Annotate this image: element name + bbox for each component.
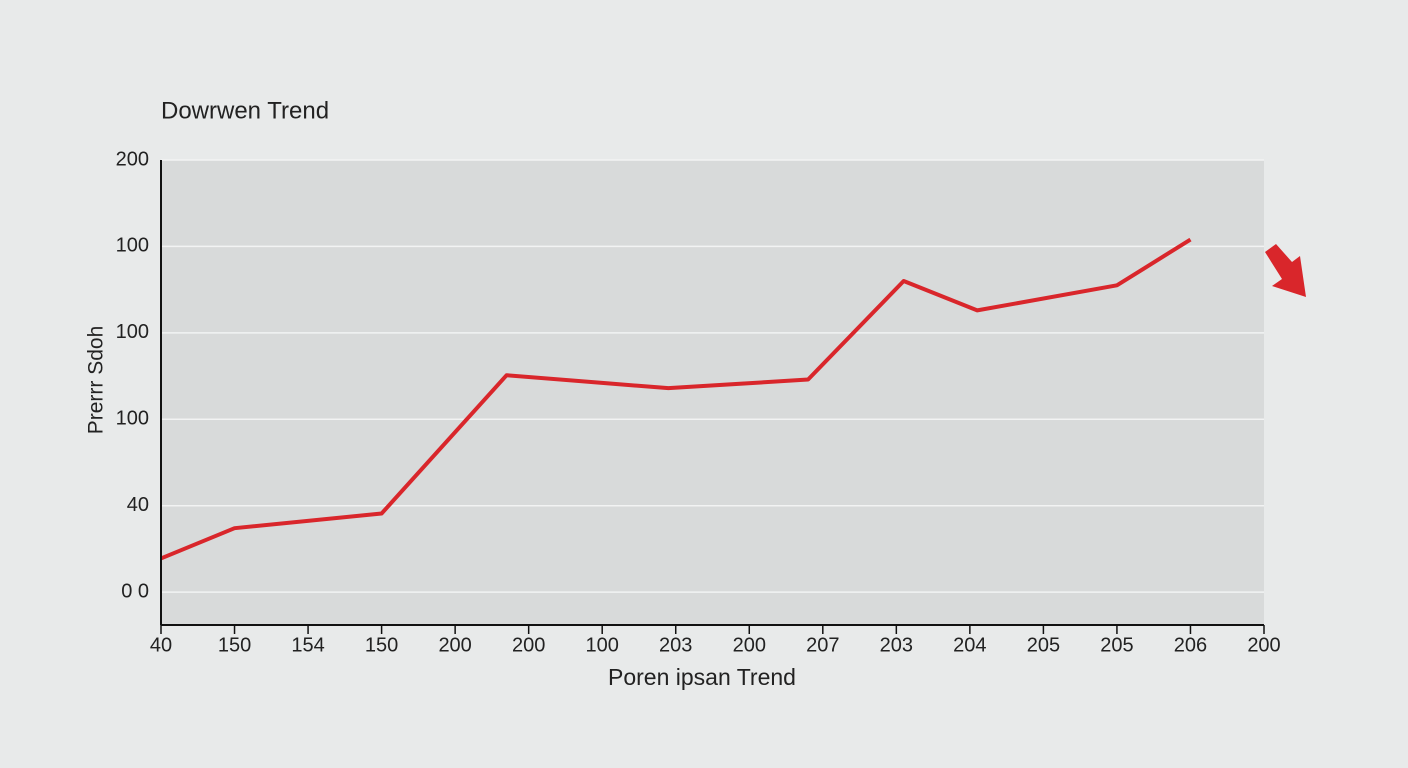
y-tick-label: 100 bbox=[116, 408, 149, 430]
x-tick-label: 100 bbox=[586, 634, 619, 656]
x-tick-label: 203 bbox=[880, 634, 913, 656]
y-tick-label: 200 bbox=[116, 148, 149, 170]
x-tick-label: 205 bbox=[1100, 634, 1133, 656]
y-tick-label: 40 bbox=[127, 494, 149, 516]
y-tick-label: 100 bbox=[116, 321, 149, 343]
data-line bbox=[160, 237, 1192, 561]
x-tick-label: 200 bbox=[1247, 634, 1280, 656]
plot-area bbox=[161, 160, 1264, 625]
x-tick-label: 204 bbox=[953, 634, 986, 656]
x-tick-label: 200 bbox=[733, 634, 766, 656]
x-tick-label: 150 bbox=[218, 634, 251, 656]
x-tick-label: 200 bbox=[438, 634, 471, 656]
y-tick-label: 100 bbox=[116, 235, 149, 257]
x-tick-label: 203 bbox=[659, 634, 692, 656]
x-tick-label: 206 bbox=[1174, 634, 1207, 656]
grid bbox=[161, 159, 1264, 593]
x-tick-label: 205 bbox=[1027, 634, 1060, 656]
y-axis-label: Prerrr Sdoh bbox=[85, 326, 108, 435]
x-tick-label: 207 bbox=[806, 634, 839, 656]
x-tick-label: 200 bbox=[512, 634, 545, 656]
x-tick-label: 40 bbox=[150, 634, 172, 656]
y-tick-label: 0 0 bbox=[121, 580, 149, 602]
x-tick-label: 154 bbox=[291, 634, 324, 656]
x-axis-label: Poren ipsan Trend bbox=[608, 664, 796, 690]
x-tick-label: 150 bbox=[365, 634, 398, 656]
marks bbox=[160, 237, 1192, 561]
chart-title: Dowrwen Trend bbox=[161, 97, 329, 124]
trend-arrow bbox=[1265, 244, 1306, 297]
